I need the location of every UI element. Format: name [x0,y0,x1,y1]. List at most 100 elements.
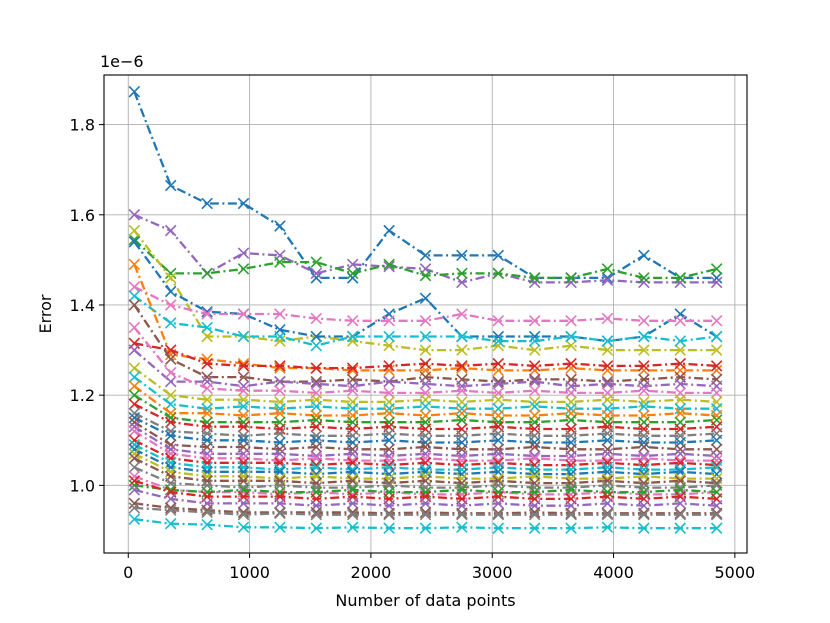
data-point-marker [164,429,177,442]
data-point-marker [310,256,323,268]
data-point-marker [674,378,687,390]
data-point-marker [710,387,723,399]
series-1 [128,85,723,284]
data-point-marker [528,344,541,356]
data-point-marker [419,497,432,510]
series-line [133,91,717,280]
data-point-marker [201,267,213,280]
series-4 [128,224,723,356]
series-line [134,518,717,530]
data-point-marker [237,360,250,372]
data-point-marker [492,434,505,447]
data-point-marker [346,314,359,327]
data-point-marker [274,256,286,268]
x-tick-label: 2000 [351,563,392,582]
data-point-marker [310,267,323,280]
data-point-marker [310,441,323,453]
data-point-marker [310,330,323,343]
data-point-marker [128,448,141,460]
data-point-marker [128,258,141,271]
data-point-marker [674,402,687,415]
data-point-marker [274,427,286,440]
data-point-marker [201,518,213,531]
data-point-marker [237,521,250,534]
data-point-marker [164,398,177,410]
plot-frame [103,74,748,554]
data-point-marker [310,420,323,433]
data-point-marker [601,274,614,286]
data-point-marker [128,475,141,487]
data-point-marker [638,508,650,521]
y-tick-label: 1.4 [70,296,95,315]
data-point-marker [310,339,323,352]
data-point-marker [565,507,577,520]
data-point-marker [456,276,468,289]
series-line [133,421,717,451]
data-point-marker [419,486,432,498]
data-point-marker [638,344,650,356]
series-34 [128,502,723,521]
data-point-marker [310,272,323,284]
data-point-marker [528,360,541,372]
data-point-marker [638,436,650,449]
data-point-marker [419,330,432,343]
data-point-marker [419,452,432,465]
data-point-marker [419,400,432,413]
data-point-marker [456,507,468,520]
data-point-marker [310,378,323,390]
data-point-marker [419,522,432,534]
data-point-marker [419,508,432,521]
data-point-marker [164,366,177,379]
series-line [133,295,717,347]
data-point-marker [601,416,614,428]
series-line [133,394,717,424]
data-point-marker [346,521,359,534]
data-point-marker [601,521,614,534]
data-point-marker [201,407,213,419]
data-point-marker [601,378,614,390]
data-point-marker [565,272,577,284]
data-point-marker [128,513,141,525]
data-point-marker [601,486,614,498]
data-point-marker [128,321,141,334]
data-point-marker [492,378,505,390]
data-point-marker [164,416,177,428]
data-point-marker [164,317,177,329]
data-point-marker [456,249,468,262]
data-point-marker [237,247,250,259]
data-point-marker [528,522,541,534]
series-line [133,285,717,322]
data-point-marker [419,269,432,282]
data-point-marker [565,330,577,343]
data-point-marker [419,357,432,370]
data-point-marker [383,416,395,428]
data-point-marker [456,330,468,343]
data-point-marker [492,508,505,521]
data-point-marker [383,522,395,534]
data-point-marker [492,357,505,370]
data-point-marker [310,522,323,534]
data-point-marker [346,272,359,284]
data-point-marker [419,314,432,327]
data-point-marker [383,314,395,327]
data-point-marker [237,308,250,320]
data-point-marker [128,85,141,98]
data-point-marker [128,420,141,433]
data-point-marker [528,400,541,413]
data-point-marker [128,380,141,392]
series-line [133,385,717,417]
data-point-marker [164,375,177,388]
data-point-marker [710,360,723,372]
data-point-marker [237,330,250,343]
data-point-marker [601,263,614,275]
data-point-marker [601,344,614,356]
data-point-marker [274,507,286,520]
data-point-marker [710,364,723,377]
data-point-marker [601,461,614,474]
data-point-marker [383,507,395,520]
data-point-marker [565,339,577,352]
data-point-marker [456,414,468,426]
data-point-marker [456,308,468,320]
data-point-marker [710,276,723,289]
data-point-marker [128,484,141,496]
